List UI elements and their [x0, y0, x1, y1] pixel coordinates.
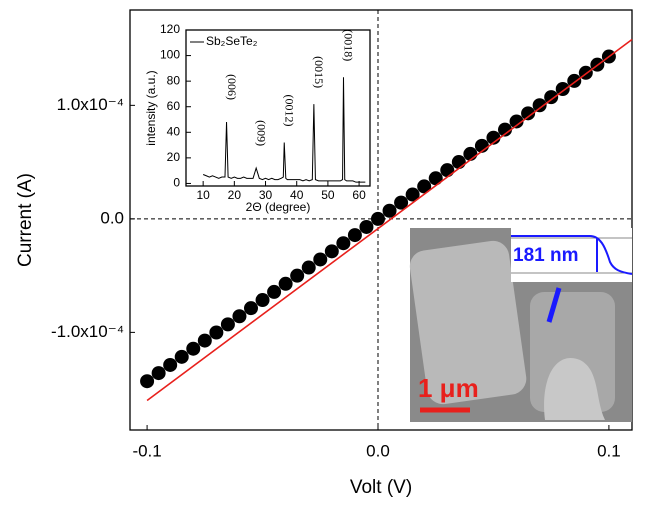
data-point [497, 122, 512, 137]
data-point [451, 155, 466, 170]
data-point [278, 276, 293, 291]
y-tick-label: 80 [167, 73, 181, 87]
y-tick-label: 40 [167, 124, 181, 138]
sem-image: 181 nm 1 μm [409, 228, 633, 422]
inset-x-title: 2Θ (degree) [246, 200, 311, 214]
data-line [202, 77, 366, 183]
inset-y-title: intensity (a.u.) [144, 70, 158, 145]
y-tick-label: 120 [160, 22, 180, 36]
plot-frame [185, 29, 371, 187]
data-point [243, 301, 258, 316]
y-tick-label: 60 [167, 99, 181, 113]
peak-label: (009) [254, 120, 268, 146]
data-point [220, 317, 235, 332]
data-point [544, 90, 559, 105]
data-point [174, 349, 189, 364]
peak-label: (0015) [312, 56, 326, 88]
y-axis-title: Current (A) [15, 173, 36, 267]
data-point [417, 179, 432, 194]
data-point [382, 203, 397, 218]
data-line [146, 38, 633, 402]
x-tick-label: 20 [228, 188, 242, 202]
thickness-label: 181 nm [513, 245, 578, 266]
data-point [336, 236, 351, 251]
data-point [209, 325, 224, 340]
data-point [267, 284, 282, 299]
y-tick-label: 1.0x10⁻⁴ [57, 95, 124, 114]
x-axis-title: Volt (V) [350, 477, 412, 498]
x-tick-label: 0.1 [597, 441, 621, 460]
y-tick-label: 0 [173, 176, 180, 190]
data-point [163, 357, 178, 372]
y-tick-label: -1.0x10⁻⁴ [51, 322, 124, 341]
data-point [313, 252, 328, 267]
data-point [463, 146, 478, 161]
peak-label: (006) [225, 74, 239, 100]
data-point [301, 260, 316, 275]
x-tick-label: 10 [196, 188, 210, 202]
y-tick-label: 0.0 [100, 208, 124, 227]
x-tick-label: -0.1 [132, 441, 161, 460]
legend-label: Sb₂SeTe₂ [206, 34, 258, 48]
data-point [197, 333, 212, 348]
data-point [555, 82, 570, 97]
data-point [428, 171, 443, 186]
peak-label: (0012) [282, 95, 296, 127]
data-point [521, 106, 536, 121]
x-tick-label: 60 [352, 188, 366, 202]
peak-label: (0018) [342, 29, 356, 61]
data-point [486, 130, 501, 145]
data-point [255, 293, 270, 308]
data-point [440, 163, 455, 178]
y-tick-label: 100 [160, 48, 180, 62]
data-point [290, 268, 305, 283]
x-tick-label: 50 [321, 188, 335, 202]
y-tick-label: 20 [167, 150, 181, 164]
data-point [405, 187, 420, 202]
data-point [186, 341, 201, 356]
scale-label: 1 μm [418, 373, 479, 403]
data-point [370, 211, 385, 226]
data-point [347, 228, 362, 243]
data-point [532, 98, 547, 113]
x-tick-label: 30 [259, 188, 273, 202]
x-tick-label: 40 [290, 188, 304, 202]
x-tick-label: 0.0 [366, 441, 390, 460]
profile-line [511, 235, 633, 275]
sem-wire [544, 358, 605, 420]
data-point [394, 195, 409, 210]
scan-line [546, 287, 562, 323]
data-point [151, 366, 166, 381]
data-point [140, 374, 155, 389]
data-point [324, 244, 339, 259]
sem-grain [409, 240, 527, 405]
data-point [232, 309, 247, 324]
data-point [359, 219, 374, 234]
data-point [509, 114, 524, 129]
